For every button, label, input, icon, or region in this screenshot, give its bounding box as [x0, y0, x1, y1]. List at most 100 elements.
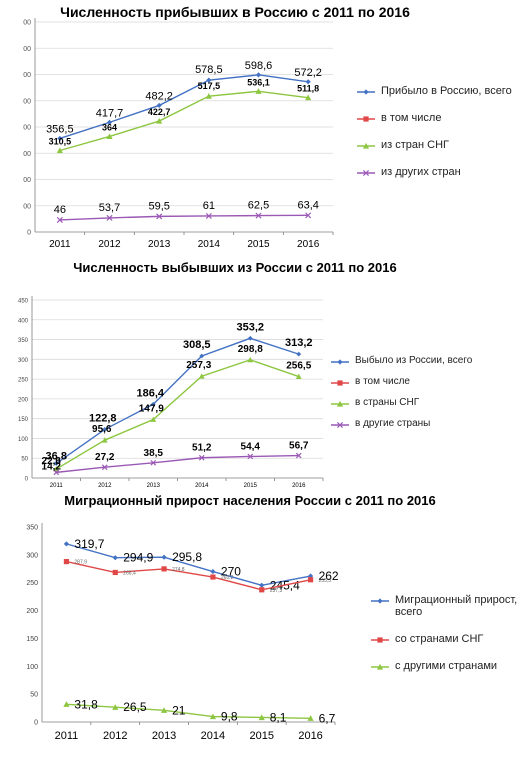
y-tick-label: 00 [23, 46, 31, 53]
data-point [255, 88, 262, 94]
y-tick-label: 100 [26, 664, 38, 671]
data-label: 353,2 [236, 321, 264, 333]
legend-item-выбыло-из-россии-всего: Выбыло из России, всего [330, 355, 520, 367]
legend-key [331, 400, 349, 407]
data-point [255, 72, 262, 78]
data-point [255, 212, 262, 219]
data-label: 62,5 [248, 200, 269, 212]
data-label: 122,8 [89, 412, 117, 424]
data-label: 54,4 [241, 441, 261, 452]
legend-marker [362, 142, 370, 149]
data-point [199, 353, 205, 359]
series-со-странами-снг: 287,9 268,4 274,8 260,2 237,3 255,3 [63, 558, 332, 594]
data-label: 186,4 [136, 387, 164, 399]
data-label: 9,8 [221, 710, 238, 724]
data-point [106, 119, 113, 125]
data-point [205, 93, 212, 99]
legend-marker [336, 421, 344, 429]
x-tick-label: 2016 [297, 239, 320, 250]
legend-item-миграционный-прирост-всего: Миграционный прирост, всего [370, 594, 525, 618]
data-label: 237,3 [270, 588, 283, 594]
legend-label: из стран СНГ [381, 139, 449, 151]
data-point [112, 569, 118, 576]
data-point [160, 707, 168, 713]
data-point [210, 568, 216, 575]
chart-legend: Миграционный прирост, всего со странами С… [370, 594, 525, 687]
data-label: 294,9 [123, 551, 153, 565]
y-tick-label: 200 [26, 608, 38, 615]
chart-title: Численность выбывших из России с 2011 по… [73, 260, 397, 275]
data-label: 255,3 [319, 578, 332, 584]
arrivals-chart: Численность прибывших в Россию с 2011 по… [0, 0, 527, 258]
data-label: 46 [54, 204, 66, 216]
legend-marker [363, 116, 369, 122]
departures-chart-plot: 0 50 100 150 200 250 300 350 400 450 2011 2012 2013 2… [18, 296, 324, 489]
data-label: 572,2 [294, 67, 322, 79]
legend-marker [337, 380, 343, 386]
data-label: 298,8 [238, 344, 263, 355]
y-tick-label: 450 [18, 299, 29, 305]
data-label: 319,7 [74, 537, 104, 551]
data-point [101, 464, 108, 471]
data-point [63, 701, 70, 707]
series-в-другие-страны: 14,2 27,2 38,5 51,2 54,4 56,7 [42, 441, 309, 476]
x-tick-label: 2013 [148, 239, 171, 250]
data-point [307, 715, 314, 721]
data-point [53, 461, 59, 466]
data-point [106, 214, 113, 221]
legend-marker [337, 359, 343, 365]
chart-title: Численность прибывших в Россию с 2011 по… [60, 4, 410, 20]
y-tick-label: 00 [23, 20, 31, 27]
data-label: 287,9 [74, 560, 87, 566]
y-tick-label: 250 [18, 378, 29, 384]
data-point [161, 554, 167, 560]
data-point [259, 582, 265, 588]
series-из-других-стран: 46 53,7 59,5 61 62,5 63,4 [54, 199, 319, 223]
series-с-другими-странами: 31,8 26,5 21 9,8 8,1 6,7 [63, 697, 336, 725]
data-point [259, 587, 265, 593]
data-point [247, 356, 254, 363]
data-point [106, 133, 113, 140]
x-tick-label: 2014 [201, 730, 225, 742]
data-point [295, 373, 302, 379]
legend-item-из-других-стран: из других стран [356, 166, 521, 178]
series-из-стран-снг: 310,5 364 422,7 517,5 536,1 511,8 [49, 77, 319, 154]
data-point [63, 558, 70, 565]
data-label: 22,6 [42, 456, 62, 467]
y-tick-label: 350 [26, 525, 38, 532]
x-tick-label: 2011 [49, 239, 71, 250]
series-line [66, 703, 311, 719]
data-label: 364 [102, 122, 117, 132]
y-tick-label: 00 [23, 72, 31, 79]
x-tick-label: 2014 [198, 239, 221, 250]
legend-marker [363, 89, 369, 95]
chart-title: Миграционный прирост населения России с … [64, 493, 436, 508]
data-label: 147,9 [139, 403, 164, 414]
series-в-страны-снг: 22,6 95,6 147,9 257,3 298,8 256,5 [42, 344, 312, 472]
chart-legend: Выбыло из России, всего в том числе в стра… [330, 355, 520, 439]
y-tick-label: 100 [18, 437, 29, 443]
migration-growth-chart: Миграционный прирост населения России с … [0, 490, 527, 764]
data-label: 38,5 [144, 448, 164, 459]
legend-label: с другими странами [395, 660, 498, 672]
legend-label: со странами СНГ [395, 633, 484, 645]
data-point [56, 147, 63, 154]
legend-key [357, 89, 375, 95]
series-line [66, 543, 311, 586]
data-label: 536,1 [247, 77, 270, 87]
data-label: 256,5 [286, 361, 311, 372]
legend-marker [336, 400, 344, 407]
legend-key [371, 663, 389, 670]
data-point [112, 555, 118, 561]
data-point [156, 117, 163, 124]
data-point [53, 469, 60, 476]
legend-key [331, 421, 349, 429]
data-label: 356,5 [46, 123, 74, 135]
series-line [59, 74, 309, 140]
data-label: 63,4 [297, 199, 318, 211]
data-point [101, 437, 108, 443]
data-label: 14,2 [42, 461, 62, 472]
x-tick-label: 2012 [98, 483, 112, 489]
data-point [307, 577, 314, 583]
data-point [161, 566, 167, 572]
